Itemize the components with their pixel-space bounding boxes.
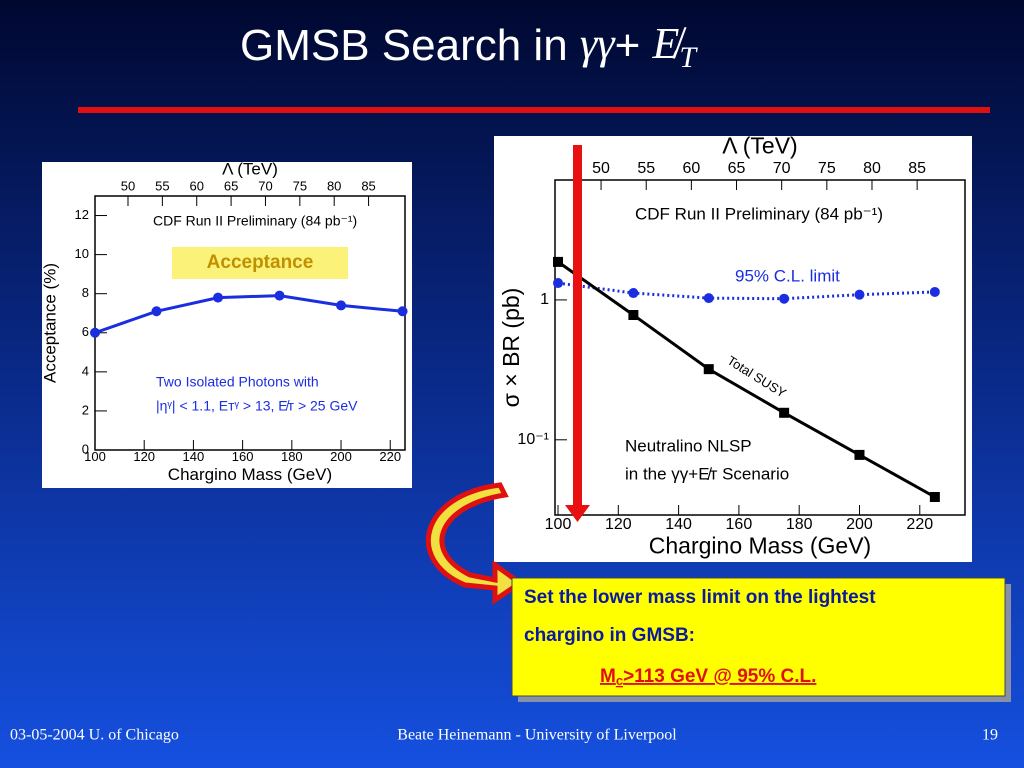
x2-axis-label: Λ (TeV): [222, 160, 278, 179]
x2-tick-label: 75: [818, 160, 836, 177]
x-tick-label: 220: [379, 449, 401, 464]
x2-tick-label: 55: [637, 160, 655, 177]
x2-tick-label: 85: [361, 178, 375, 193]
point: [336, 300, 347, 311]
callout-box: [511, 577, 1006, 697]
x-tick-label: 160: [232, 449, 254, 464]
series-label-box: [172, 247, 348, 279]
x-tick-label: 180: [281, 449, 303, 464]
footer-left: 03-05-2004 U. of Chicago: [10, 727, 179, 744]
x-tick-label: 180: [786, 516, 813, 533]
y-tick-label: 4: [82, 363, 89, 378]
title-rule: [78, 107, 990, 113]
point: [628, 288, 639, 299]
x-tick-label: 220: [906, 516, 933, 533]
y-tick-label: 12: [75, 207, 89, 222]
point: [854, 289, 865, 300]
y-tick-label: 6: [82, 324, 89, 339]
callout-text: chargino in GMSB:: [524, 625, 695, 646]
x2-axis-label: Λ (TeV): [722, 132, 797, 158]
point: [854, 449, 865, 460]
footer-right: 19: [982, 727, 998, 744]
point: [929, 492, 940, 503]
point: [779, 293, 790, 304]
plot-frame: [94, 195, 406, 451]
x-axis-label: Chargino Mass (GeV): [168, 465, 332, 484]
limit-arrowhead: [565, 505, 590, 522]
x-tick-label: 120: [133, 449, 155, 464]
y-tick-label: 8: [82, 285, 89, 300]
x-tick-label: 100: [84, 449, 106, 464]
point: [703, 293, 714, 304]
x2-tick-label: 70: [773, 160, 791, 177]
annotation: CDF Run II Preliminary (84 pb⁻¹): [635, 204, 883, 223]
x-axis-label: Chargino Mass (GeV): [649, 532, 871, 558]
y-tick-label: 2: [82, 402, 89, 417]
y-axis-label: Acceptance (%): [40, 263, 59, 383]
chart-background: [42, 162, 412, 488]
annotation: CDF Run II Preliminary (84 pb⁻¹): [153, 213, 357, 229]
point: [397, 306, 408, 317]
series-line: [557, 260, 936, 499]
point: [213, 292, 224, 303]
x-tick-label: 160: [726, 516, 753, 533]
x2-tick-label: 50: [121, 178, 135, 193]
annotation: Neutralino NLSP: [625, 436, 752, 455]
limit-line: [573, 145, 582, 510]
point: [90, 327, 100, 338]
x-tick-label: 140: [183, 449, 205, 464]
callout-arrow: [425, 482, 525, 605]
x-tick-label: 140: [665, 516, 692, 533]
x2-tick-label: 80: [327, 178, 341, 193]
x2-tick-label: 60: [189, 178, 203, 193]
point: [628, 310, 639, 321]
x2-tick-label: 65: [224, 178, 238, 193]
x-tick-label: 200: [330, 449, 352, 464]
y-tick-label: 0: [82, 441, 89, 456]
x2-tick-label: 80: [863, 160, 881, 177]
x2-tick-label: 70: [258, 178, 272, 193]
callout-text: Set the lower mass limit on the lightest: [524, 587, 876, 608]
y-tick-label: 10: [75, 246, 89, 261]
series-label: Acceptance: [207, 252, 314, 273]
chart-background: [494, 136, 972, 562]
series-line: [94, 294, 403, 335]
x2-tick-label: 85: [908, 160, 926, 177]
x-tick-label: 120: [605, 516, 632, 533]
plot-frame: [554, 179, 966, 516]
point: [553, 278, 564, 289]
x2-tick-label: 55: [155, 178, 169, 193]
annotation: |ηᵞ| < 1.1, Eᴛᵞ > 13, E̸ᴛ > 25 GeV: [156, 398, 358, 414]
annotation: in the γγ+E̸ᴛ Scenario: [625, 464, 789, 483]
annotation: Two Isolated Photons with: [156, 374, 319, 390]
point: [553, 256, 564, 267]
point: [703, 364, 714, 375]
series-label: 95% C.L. limit: [735, 266, 840, 285]
callout-result: Mc>113 GeV @ 95% C.L.: [600, 666, 816, 688]
x2-tick-label: 75: [293, 178, 307, 193]
point: [779, 407, 790, 418]
y-tick-label: 1: [540, 291, 549, 308]
y-axis-label: σ × BR (pb): [498, 288, 524, 408]
x2-tick-label: 65: [728, 160, 746, 177]
footer-center: Beate Heinemann - University of Liverpoo…: [397, 727, 677, 744]
point: [929, 286, 940, 297]
point: [151, 306, 162, 317]
point: [274, 290, 285, 301]
slide-title: GMSB Search in γγ+ E̸T: [240, 19, 698, 74]
x2-tick-label: 60: [682, 160, 700, 177]
x-tick-label: 100: [545, 516, 572, 533]
y-tick-label: 10⁻¹: [517, 431, 549, 448]
x-tick-label: 200: [846, 516, 873, 533]
x2-tick-label: 50: [592, 160, 610, 177]
